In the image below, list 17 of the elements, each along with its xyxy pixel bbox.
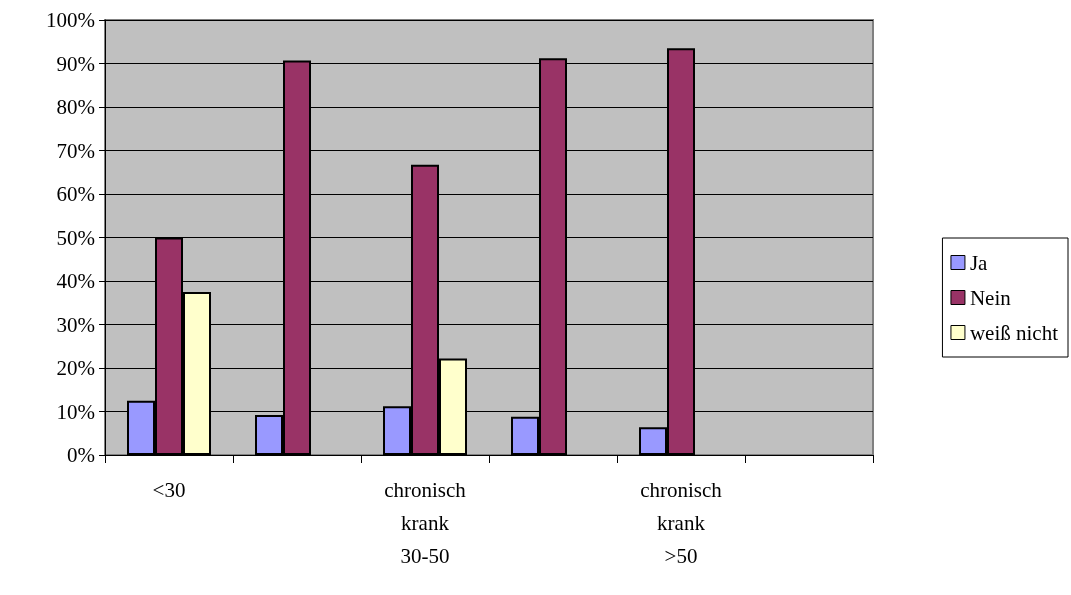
y-tick-label: 50% bbox=[56, 225, 95, 250]
x-tick-label: <30 bbox=[152, 477, 186, 502]
y-tick-label: 100% bbox=[46, 8, 95, 32]
y-tick-label: 20% bbox=[56, 356, 95, 380]
y-tick-label: 90% bbox=[56, 51, 95, 76]
y-tick-label: 0% bbox=[67, 443, 95, 467]
legend-label: Ja bbox=[969, 250, 989, 275]
y-tick-label: 30% bbox=[56, 312, 95, 337]
y-tick-label: 80% bbox=[56, 95, 95, 119]
y-tick-label: 40% bbox=[56, 269, 95, 293]
x-tick-label: chronisch krank 30-50 bbox=[384, 477, 467, 568]
legend-label: weiß nicht bbox=[969, 320, 1059, 345]
y-tick-label: 70% bbox=[56, 138, 95, 163]
legend-label: Nein bbox=[969, 285, 1012, 310]
y-tick-label: 10% bbox=[56, 399, 95, 424]
y-tick-label: 60% bbox=[56, 182, 95, 206]
x-tick-label: chronisch krank >50 bbox=[640, 477, 723, 568]
